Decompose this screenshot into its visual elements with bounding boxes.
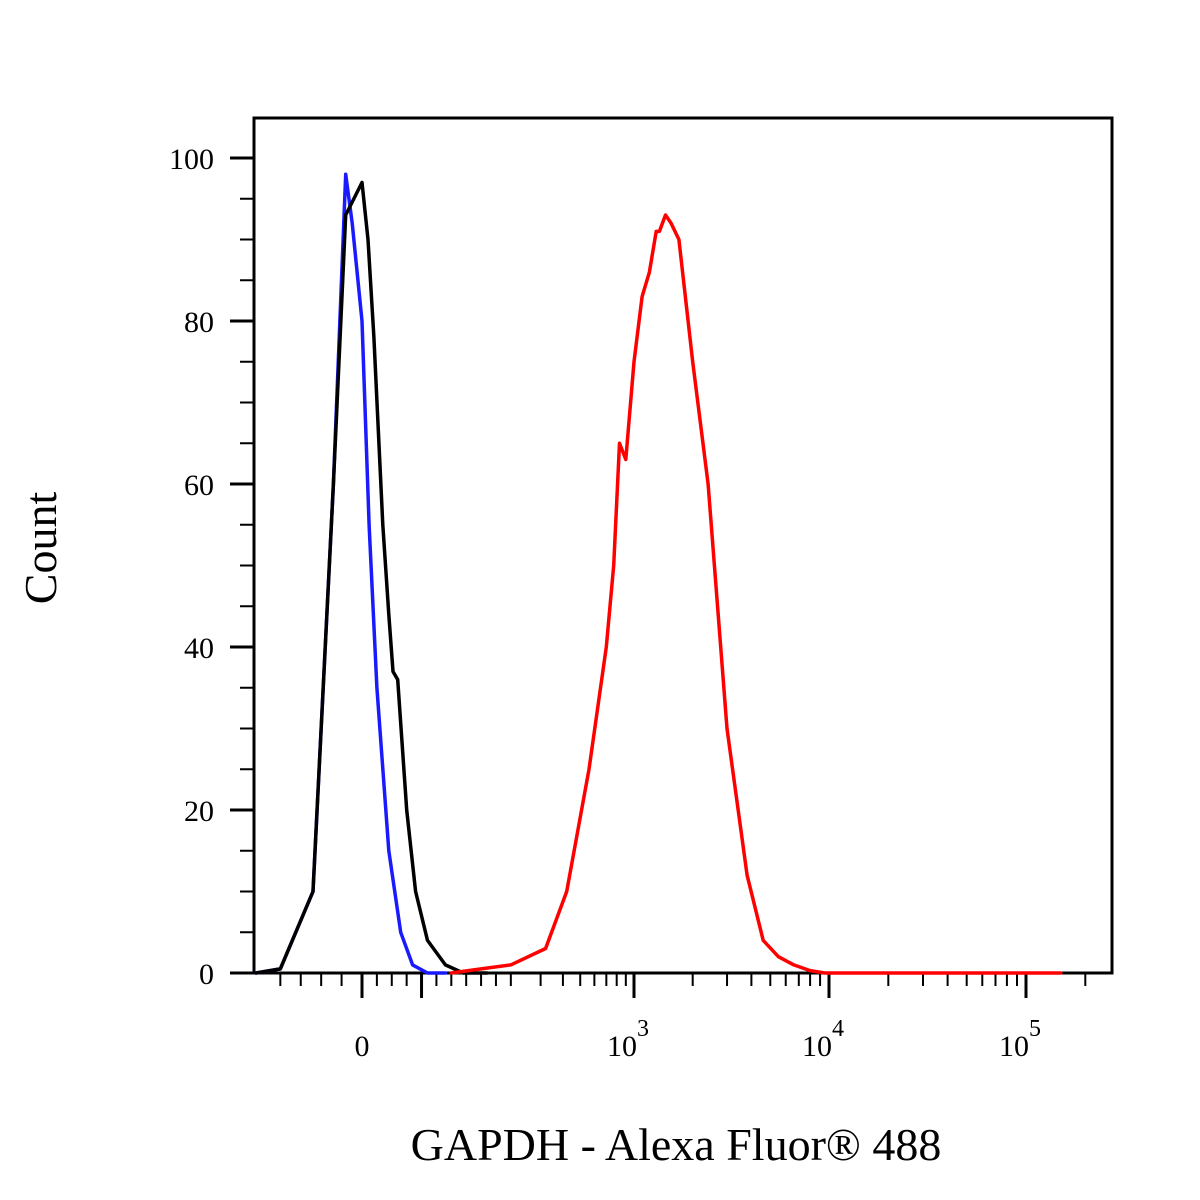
x-tick-label: 0 <box>355 1030 370 1063</box>
y-tick-label: 20 <box>184 795 214 828</box>
x-axis: 0 103 104 105 <box>279 973 1087 1063</box>
x-axis-title: GAPDH - Alexa Fluor® 488 <box>411 1119 942 1170</box>
series-line-3 <box>449 213 1063 975</box>
series-layer <box>254 172 1063 975</box>
y-tick-label: 0 <box>199 958 214 991</box>
x-tick-label: 105 <box>999 1016 1041 1063</box>
series-line-1 <box>254 172 448 975</box>
y-tick-label: 80 <box>184 306 214 339</box>
x-tick-label: 103 <box>607 1016 649 1063</box>
plot-frame <box>252 116 1114 975</box>
series-line-2 <box>254 180 489 975</box>
y-axis: 0 20 40 60 80 100 <box>169 143 254 991</box>
x-tick-label: 104 <box>802 1016 844 1063</box>
y-tick-label: 40 <box>184 632 214 665</box>
y-tick-label: 60 <box>184 469 214 502</box>
y-tick-label: 100 <box>169 143 214 176</box>
y-axis-title: Count <box>15 492 66 605</box>
